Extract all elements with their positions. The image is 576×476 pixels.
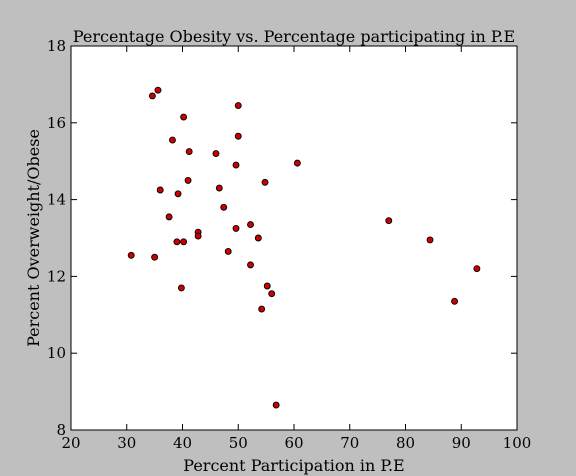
data-point	[169, 136, 176, 144]
data-point	[184, 176, 192, 184]
data-point	[261, 178, 269, 186]
x-tick-label: 50	[229, 434, 248, 452]
data-point	[224, 247, 232, 255]
x-tick-label: 60	[284, 434, 303, 452]
y-axis-label: Percent Overweight/Obese	[24, 129, 43, 347]
y-tick-label: 10	[47, 344, 66, 362]
data-point	[254, 234, 262, 242]
data-point	[451, 297, 459, 305]
data-point	[247, 221, 254, 229]
data-point	[174, 190, 182, 198]
x-tick-label: 40	[173, 434, 192, 452]
data-point	[263, 282, 271, 290]
axis-ticks: 20 30 40 50 60 70 80 90 100 8 10 12 14 16 18	[47, 37, 531, 452]
data-point	[426, 236, 434, 244]
data-point	[232, 161, 240, 169]
x-tick-label: 20	[61, 434, 80, 452]
y-tick-label: 18	[47, 37, 66, 55]
x-tick-label: 70	[340, 434, 359, 452]
data-point	[385, 217, 393, 225]
chart-title: Percentage Obesity vs. Percentage partic…	[73, 27, 515, 46]
data-point	[268, 290, 276, 298]
data-point	[194, 232, 202, 240]
data-point	[156, 186, 164, 194]
y-tick-label: 12	[47, 267, 66, 285]
data-point	[177, 284, 185, 292]
y-tick-label: 16	[47, 114, 66, 132]
plot-area	[70, 45, 518, 431]
data-point	[180, 113, 188, 121]
data-point	[212, 150, 220, 157]
data-point	[148, 92, 156, 100]
data-point	[247, 261, 254, 269]
data-point	[473, 265, 481, 273]
data-point	[154, 86, 162, 94]
data-point	[165, 213, 173, 221]
data-point	[180, 238, 188, 246]
x-tick-label: 90	[452, 434, 471, 452]
y-tick-label: 14	[47, 191, 66, 209]
data-point	[272, 401, 280, 409]
data-point	[220, 203, 228, 211]
data-point	[234, 102, 242, 109]
data-point	[258, 305, 266, 313]
x-tick-label: 100	[503, 434, 532, 452]
data-point	[185, 148, 193, 156]
x-axis-label: Percent Participation in P.E	[183, 456, 404, 475]
data-point	[215, 184, 223, 192]
data-points	[127, 86, 481, 409]
data-point	[232, 224, 240, 232]
y-tick-label: 8	[56, 421, 66, 439]
data-point	[293, 159, 301, 167]
data-point	[234, 132, 242, 140]
data-point	[127, 251, 135, 259]
x-tick-label: 30	[117, 434, 136, 452]
data-point	[173, 238, 181, 246]
x-tick-label: 80	[396, 434, 415, 452]
data-point	[151, 253, 159, 261]
